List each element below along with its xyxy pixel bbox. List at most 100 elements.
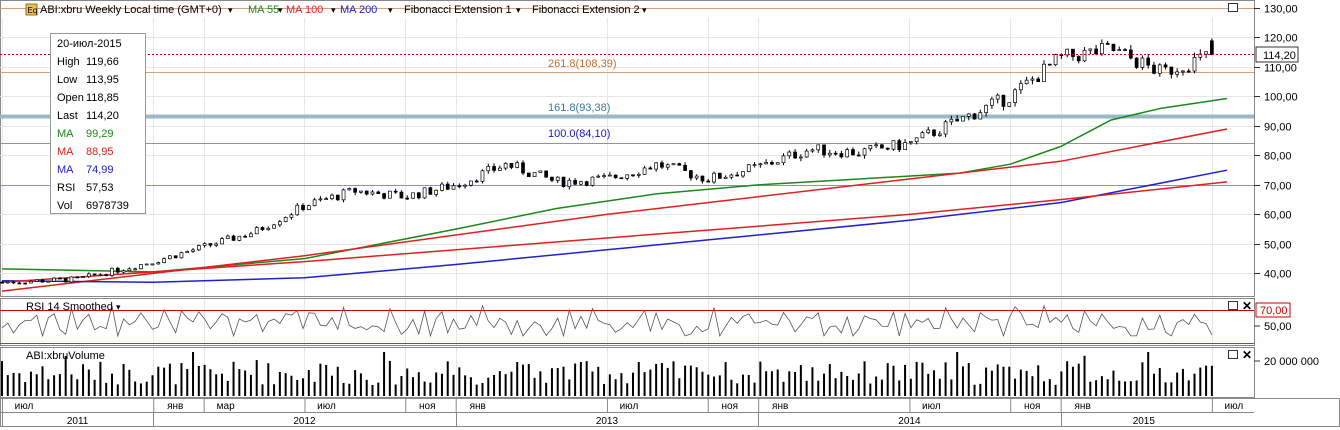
candle-body <box>1105 43 1110 45</box>
candle-body <box>683 164 687 171</box>
chevron-down-icon[interactable]: ▾ <box>331 5 336 15</box>
fib-100-label: 100.0(84,10) <box>548 128 610 140</box>
candle-body <box>162 258 166 263</box>
volume-bar <box>1147 352 1150 396</box>
candle-body <box>1169 66 1174 75</box>
ma100-menu[interactable]: MA 100 <box>286 4 323 16</box>
price-tick-label: 90,00 <box>1264 122 1292 134</box>
volume-bar <box>794 372 797 396</box>
close-icon[interactable]: ✕ <box>1242 299 1252 313</box>
volume-bar <box>707 374 710 396</box>
candlestick-series <box>0 38 1214 285</box>
candle-body <box>764 162 768 165</box>
volume-bar <box>105 382 108 396</box>
volume-bar <box>684 365 687 396</box>
volume-bar <box>412 377 415 396</box>
volume-title[interactable]: ABI:xbruVolume <box>26 350 105 362</box>
candle-body <box>654 162 658 170</box>
candle-body <box>943 121 948 135</box>
volume-bar <box>608 374 611 396</box>
volume-bar <box>296 379 299 396</box>
candle-body <box>856 154 861 157</box>
chevron-down-icon[interactable]: ▾ <box>388 5 393 15</box>
equity-icon-label: Eq <box>28 6 38 15</box>
volume-bar <box>886 363 889 396</box>
candle-body <box>723 176 728 179</box>
ma55-menu[interactable]: MA 55 <box>248 4 279 16</box>
rsi-title[interactable]: RSI 14 Smoothed <box>26 301 113 313</box>
volume-bar <box>163 367 166 396</box>
maximize-icon[interactable] <box>1228 3 1238 12</box>
candle-body <box>202 243 207 246</box>
volume-bar <box>1164 382 1167 396</box>
volume-bar <box>823 373 826 396</box>
volume-bar <box>527 363 530 396</box>
volume-bar <box>226 380 229 396</box>
candle-body <box>584 181 589 186</box>
candle-body <box>17 282 22 285</box>
volume-bar <box>1095 380 1098 396</box>
candle-body <box>179 252 184 259</box>
fib2-menu[interactable]: Fibonacci Extension 2 <box>532 4 640 16</box>
chevron-down-icon[interactable]: ▾ <box>278 5 283 15</box>
volume-bar <box>487 377 490 396</box>
volume-bar <box>637 362 640 396</box>
volume-bar <box>898 380 901 396</box>
volume-bar <box>892 365 895 396</box>
volume-bar <box>944 362 947 396</box>
candle-body <box>150 263 155 266</box>
maximize-icon[interactable] <box>1228 301 1238 310</box>
volume-bar <box>533 377 536 396</box>
volume-bar <box>736 383 739 396</box>
candle-body <box>492 166 496 171</box>
symbol-menu[interactable]: ABI:xbru Weekly Local time (GMT+0) <box>40 4 222 16</box>
chevron-down-icon[interactable]: ▾ <box>516 5 521 15</box>
candle-body <box>573 179 577 185</box>
candle-body <box>266 227 271 231</box>
volume-bar <box>469 377 472 396</box>
volume-bar <box>678 378 681 396</box>
candle-body <box>474 180 479 183</box>
chevron-down-icon[interactable]: ▾ <box>228 5 233 15</box>
volume-bar <box>168 363 171 396</box>
candle-body <box>544 170 549 178</box>
candle-body <box>393 190 398 193</box>
volume-bar <box>1158 368 1161 396</box>
candle-body <box>758 163 763 166</box>
volume-bar <box>562 366 565 396</box>
candle-body <box>665 164 670 168</box>
maximize-icon[interactable] <box>1228 350 1238 359</box>
candle-body <box>920 132 925 139</box>
volume-bar <box>875 376 878 396</box>
close-icon[interactable]: ✕ <box>1242 348 1252 362</box>
fib1-menu[interactable]: Fibonacci Extension 1 <box>404 4 512 16</box>
candle-body <box>1018 83 1023 91</box>
candle-body <box>445 183 450 190</box>
chevron-down-icon[interactable]: ▾ <box>116 302 121 312</box>
candle-body <box>1076 56 1081 62</box>
volume-bar <box>58 374 61 396</box>
volume-bar <box>574 363 577 396</box>
candle-body <box>810 149 815 152</box>
volume-bar <box>70 374 73 396</box>
volume-bar <box>666 367 669 396</box>
equity-icon[interactable] <box>25 3 38 16</box>
candle-body <box>110 267 114 276</box>
info-key: MA <box>57 128 74 140</box>
volume-bar <box>985 367 988 396</box>
volume-bar <box>157 366 160 396</box>
info-row: MA 74,99 <box>57 161 145 179</box>
month-label: янв <box>167 401 183 412</box>
candle-body <box>990 98 994 106</box>
price-axis-ticks: 130,00 120,00 110,00 100,00 90,00 80,00 70,00 6… <box>1254 4 1298 281</box>
volume-bar <box>1 361 3 396</box>
volume-bar <box>29 371 32 396</box>
chevron-down-icon[interactable]: ▾ <box>642 5 647 15</box>
candle-body <box>1047 63 1052 66</box>
volume-bar <box>753 382 756 396</box>
candle-body <box>451 185 456 190</box>
volume-bar <box>967 363 970 396</box>
ma200-menu[interactable]: MA 200 <box>340 4 377 16</box>
info-row: Last 114,20 <box>57 107 145 125</box>
